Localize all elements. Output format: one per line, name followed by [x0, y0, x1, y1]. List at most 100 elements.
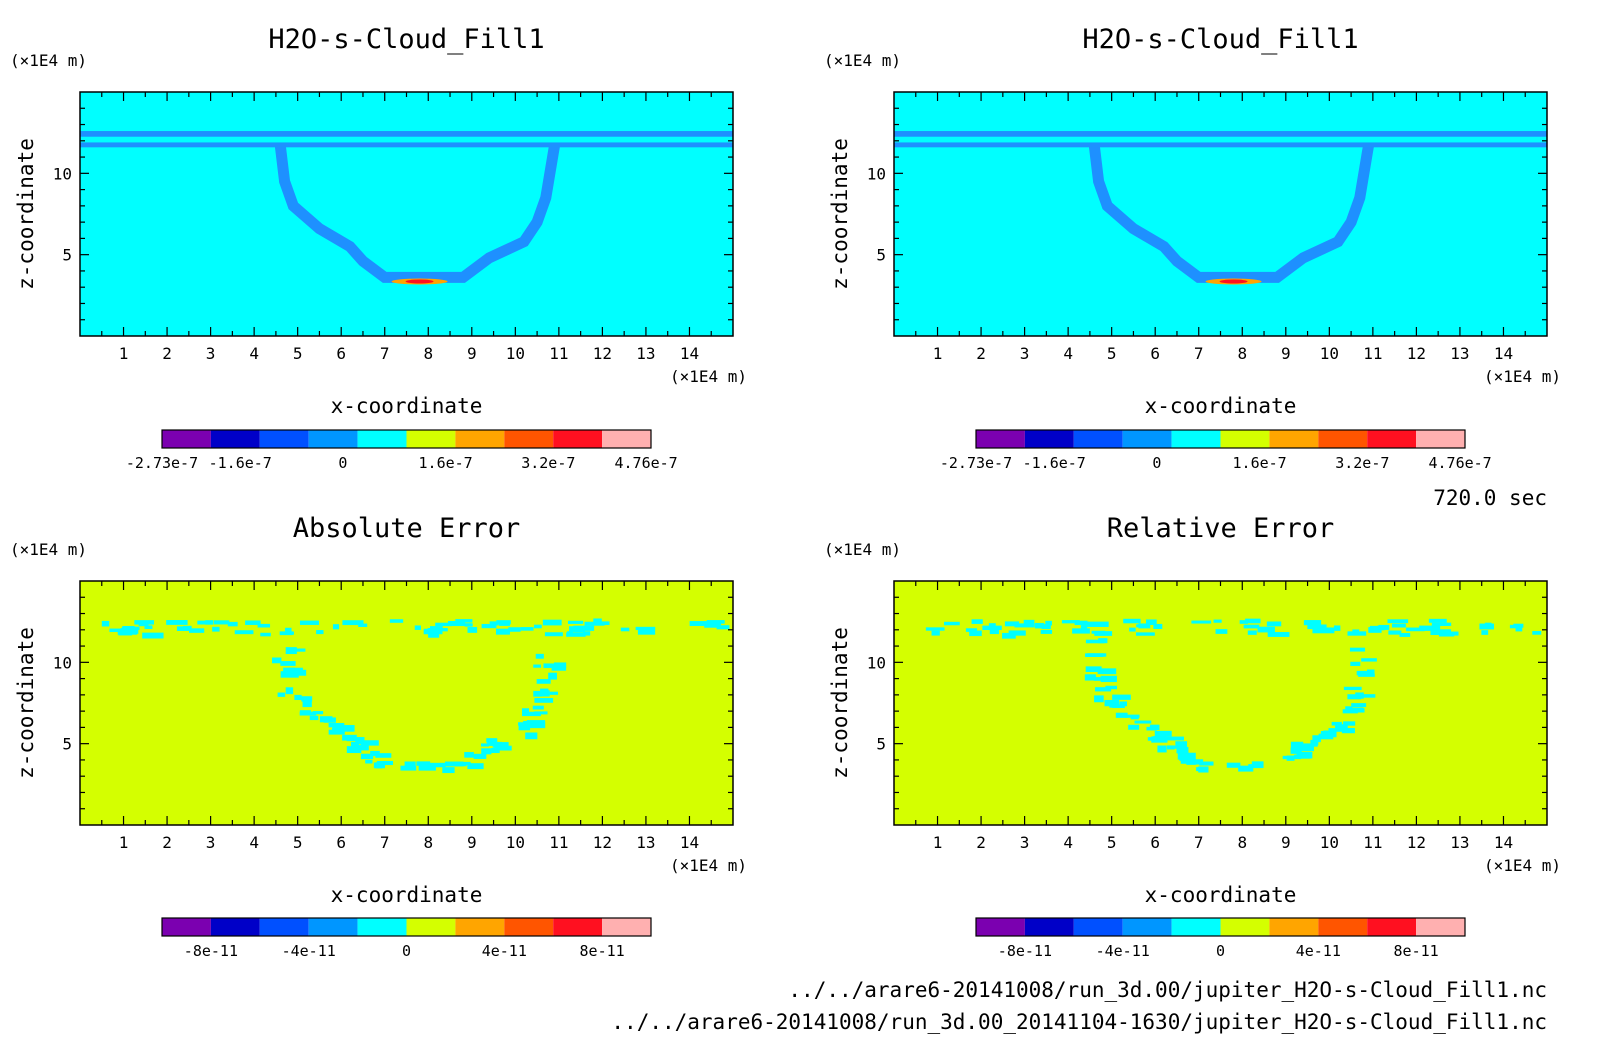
- x-tick-label: 4: [1063, 344, 1073, 363]
- error-speckle: [309, 715, 319, 721]
- x-unit-label: (×1E4 m): [670, 367, 747, 386]
- error-speckle: [971, 619, 983, 624]
- error-speckle: [288, 670, 306, 676]
- error-speckle: [584, 621, 605, 626]
- colorbar-segment: [406, 430, 456, 448]
- panel-3: Absolute Error(×1E4 m)1 2 3 4 5 6 7 8 9 10 11 12 13 1…: [10, 513, 747, 960]
- error-speckle: [1428, 618, 1447, 623]
- error-speckle: [1084, 674, 1096, 681]
- error-speckle: [525, 732, 538, 740]
- error-speckle: [418, 764, 436, 771]
- error-speckle: [1112, 694, 1131, 700]
- x-tick-label: 8: [423, 833, 433, 852]
- colorbar-segment: [455, 918, 505, 936]
- error-speckle: [1226, 762, 1241, 768]
- error-speckle: [1350, 661, 1361, 666]
- x-tick-label: 3: [206, 833, 216, 852]
- x-tick-label: 9: [467, 344, 477, 363]
- error-speckle: [1072, 628, 1090, 634]
- file-path-2: ../../arare6-20141008/run_3d.00_20141104…: [611, 1010, 1547, 1034]
- x-tick-label: 7: [1194, 833, 1204, 852]
- error-speckle: [1341, 727, 1355, 734]
- x-tick-label: 11: [549, 344, 568, 363]
- colorbar-segment: [504, 430, 554, 448]
- x-tick-label: 8: [1237, 344, 1247, 363]
- error-speckle: [1388, 630, 1402, 635]
- error-speckle: [1153, 736, 1167, 740]
- error-speckle: [533, 690, 542, 697]
- error-speckle: [620, 627, 630, 632]
- error-speckle: [1323, 730, 1337, 735]
- x-tick-label: 1: [933, 833, 943, 852]
- error-speckle: [428, 632, 440, 638]
- x-tick-label: 13: [636, 344, 655, 363]
- x-tick-label: 11: [1363, 344, 1382, 363]
- error-speckle: [1105, 685, 1118, 690]
- x-tick-label: 7: [1194, 344, 1204, 363]
- error-speckle: [1176, 746, 1189, 754]
- error-speckle: [473, 753, 487, 759]
- colorbar-tick-label: 1.6e-7: [1233, 454, 1287, 472]
- colorbar-frame: [161, 917, 652, 937]
- error-speckle: [567, 631, 574, 636]
- x-unit-label: (×1E4 m): [1484, 367, 1561, 386]
- error-speckle: [285, 687, 294, 695]
- error-speckle: [134, 620, 154, 625]
- colorbar-tick-label: -2.73e-7: [126, 454, 198, 472]
- error-speckle: [716, 625, 730, 630]
- colorbar-segment: [1269, 430, 1319, 448]
- error-speckle: [138, 622, 149, 627]
- colorbar-tick-label: 0: [1152, 454, 1161, 472]
- error-speckle: [988, 623, 996, 628]
- error-speckle: [481, 748, 492, 755]
- error-speckle: [285, 647, 297, 655]
- error-speckle: [234, 630, 254, 635]
- error-speckle: [931, 630, 940, 636]
- error-speckle: [1215, 629, 1228, 634]
- error-speckle: [518, 724, 531, 731]
- error-speckle: [486, 738, 498, 743]
- error-speckle: [1186, 761, 1196, 765]
- error-speckle: [302, 701, 312, 708]
- error-speckle: [376, 760, 394, 766]
- error-speckle: [260, 632, 271, 637]
- y-tick-label: 10: [867, 653, 886, 672]
- cloud-peak-red: [1219, 279, 1248, 284]
- error-speckle: [1115, 712, 1128, 718]
- error-speckle: [1123, 618, 1141, 624]
- y-unit-label: (×1E4 m): [10, 51, 87, 70]
- colorbar-tick-label: -1.6e-7: [1023, 454, 1086, 472]
- panel-4: Relative Error(×1E4 m)1 2 3 4 5 6 7 8 9 10 11 12 13 1…: [824, 513, 1561, 960]
- error-speckle: [370, 750, 380, 757]
- x-tick-label: 10: [1320, 344, 1339, 363]
- error-speckle: [423, 628, 443, 635]
- x-tick-label: 14: [680, 344, 699, 363]
- error-speckle: [989, 629, 999, 635]
- cloud-layer-gap: [894, 136, 1547, 143]
- colorbar-tick-label: -2.73e-7: [940, 454, 1012, 472]
- error-speckle: [328, 722, 345, 728]
- error-speckle: [464, 623, 473, 627]
- colorbar-tick-label: 0: [402, 942, 411, 960]
- error-speckle: [1532, 631, 1542, 635]
- x-tick-label: 1: [119, 344, 129, 363]
- error-speckle: [1247, 630, 1257, 635]
- error-speckle: [1074, 620, 1088, 626]
- x-tick-label: 9: [467, 833, 477, 852]
- colorbar-segment: [455, 430, 505, 448]
- error-speckle: [375, 762, 383, 769]
- x-tick-label: 5: [1107, 344, 1117, 363]
- x-tick-label: 13: [1450, 833, 1469, 852]
- error-speckle: [536, 679, 551, 684]
- error-speckle: [360, 740, 379, 746]
- error-speckle: [1300, 746, 1315, 752]
- x-tick-label: 10: [506, 344, 525, 363]
- y-tick-label: 5: [62, 735, 72, 754]
- x-tick-label: 1: [119, 833, 129, 852]
- error-speckle: [1391, 623, 1406, 628]
- error-speckle: [189, 628, 205, 633]
- error-speckle: [166, 620, 188, 625]
- colorbar-tick-label: 4e-11: [482, 942, 527, 960]
- error-speckle: [332, 727, 341, 731]
